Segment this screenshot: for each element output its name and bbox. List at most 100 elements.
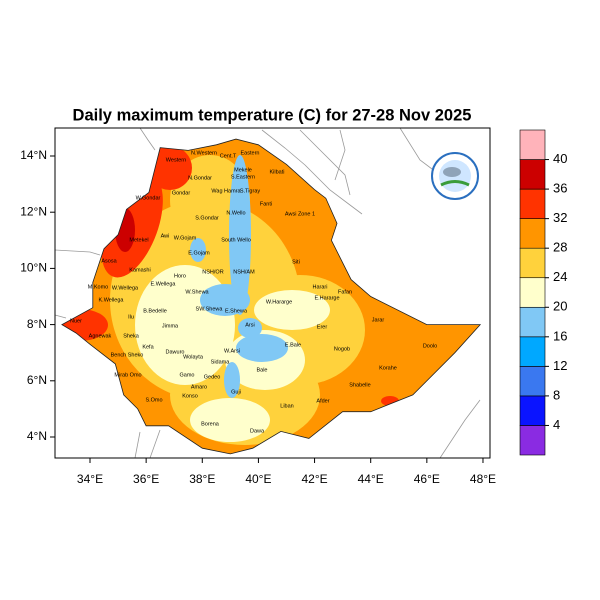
y-tick-label: 10°N: [20, 261, 47, 275]
region-label: W.Shewa: [185, 289, 209, 295]
region-label: South Wello: [221, 237, 251, 243]
region-label: Western: [166, 157, 186, 163]
region-label: S.Eastern: [231, 174, 255, 180]
region-label: W.Arsi: [224, 348, 240, 354]
region-label: Wag Hamra: [211, 188, 241, 194]
region-label: Awsi Zone 1: [285, 211, 315, 217]
y-tick-label: 6°N: [27, 373, 47, 387]
y-tick-label: 8°N: [27, 317, 47, 331]
region-label: Mirab Omo: [114, 372, 141, 378]
region-label: Bale: [256, 367, 267, 373]
colorbar-box: [519, 188, 546, 219]
temperature-zone: [381, 396, 399, 406]
x-tick-label: 38°E: [189, 472, 215, 486]
region-label: B.Bedelle: [143, 308, 167, 314]
region-label: Bench Sheko: [111, 352, 144, 358]
x-tick-label: 40°E: [245, 472, 271, 486]
region-label: Kefa: [142, 344, 154, 350]
region-label: Borena: [201, 421, 220, 427]
region-label: Cent.T: [220, 153, 237, 159]
region-label: Korahe: [379, 365, 397, 371]
x-tick-label: 36°E: [133, 472, 159, 486]
colorbar-label: 32: [553, 210, 567, 225]
region-label: W.Gondar: [136, 195, 161, 201]
region-label: S.Omo: [145, 397, 162, 403]
x-tick-label: 42°E: [301, 472, 327, 486]
colorbar-box: [519, 218, 546, 249]
region-label: Fanti: [260, 201, 272, 207]
colorbar-label: 4: [553, 417, 560, 432]
region-label: S.Tigray: [240, 188, 261, 194]
region-label: Awi: [161, 233, 170, 239]
region-label: Eastern: [241, 150, 260, 156]
temperature-zone: [148, 146, 192, 190]
region-label: Sidama: [211, 359, 231, 365]
colorbar-label: 24: [553, 269, 567, 284]
region-label: N.Wello: [226, 210, 245, 216]
region-label: E.Hararge: [314, 295, 339, 301]
temperature-zone: [190, 398, 270, 442]
region-label: E.Shewa: [225, 308, 248, 314]
region-label: Gamo: [180, 372, 195, 378]
region-label: N.Gondar: [188, 175, 212, 181]
x-tick-label: 46°E: [414, 472, 440, 486]
region-label: Wolayta: [183, 354, 204, 360]
region-label: Amaro: [191, 384, 207, 390]
x-tick-label: 44°E: [358, 472, 384, 486]
region-label: E.Wellega: [151, 281, 177, 287]
region-label: NSH/OR: [202, 269, 223, 275]
region-label: K.Wellega: [99, 297, 125, 303]
region-label: NSH/AM: [233, 269, 255, 275]
region-label: E.Bale: [285, 342, 301, 348]
colorbar-box: [519, 425, 546, 456]
region-label: Fafan: [338, 289, 352, 295]
colorbar-label: 20: [553, 299, 567, 314]
temperature-zone: [254, 290, 330, 330]
region-label: S.Gondar: [195, 215, 219, 221]
neighbor-borders: [54, 127, 481, 459]
region-label: Dawa: [250, 428, 265, 434]
colorbar-label: 40: [553, 151, 567, 166]
region-label: Doolo: [423, 343, 437, 349]
colorbar-box: [519, 129, 546, 160]
temperature-zone: [238, 318, 262, 338]
region-label: W.Gojam: [174, 235, 197, 241]
colorbar-label: 28: [553, 240, 567, 255]
region-label: W.Wellega: [112, 285, 139, 291]
region-label: SW.Shewa: [196, 306, 224, 312]
region-label: Guji: [231, 389, 241, 395]
region-label: Erer: [317, 324, 328, 330]
region-label: Kamashi: [129, 267, 150, 273]
temperature-zone: [224, 362, 240, 398]
temperature-zone: [190, 238, 206, 262]
x-tick-label: 34°E: [77, 472, 103, 486]
colorbar-box: [519, 366, 546, 397]
country-outline: [61, 138, 482, 455]
region-label: Shabelle: [349, 382, 370, 388]
region-label: Metekel: [129, 237, 148, 243]
region-label: Liban: [280, 403, 293, 409]
region-label: Agnewak: [89, 333, 112, 339]
temperature-zone: [200, 284, 250, 316]
region-label: Mekele: [234, 167, 252, 173]
region-label: Gedeo: [204, 374, 221, 380]
colorbar-box: [519, 395, 546, 426]
map-frame: [54, 127, 491, 459]
region-label: Gondar: [172, 190, 191, 196]
logo: [431, 152, 479, 200]
region-label: Horo: [174, 273, 186, 279]
region-label: Siti: [292, 259, 300, 265]
region-label: Harari: [313, 284, 328, 290]
region-label: Dawuro: [166, 349, 185, 355]
region-label: N.Western: [191, 150, 217, 156]
region-label: Afder: [316, 398, 329, 404]
region-label: E.Gojam: [188, 250, 210, 256]
colorbar-box: [519, 277, 546, 308]
region-label: Jimma: [162, 323, 179, 329]
colorbar-label: 12: [553, 358, 567, 373]
region-label: Nogob: [334, 346, 350, 352]
region-label: Konso: [182, 393, 198, 399]
region-label: W.Hararge: [266, 299, 292, 305]
colorbar-label: 16: [553, 328, 567, 343]
